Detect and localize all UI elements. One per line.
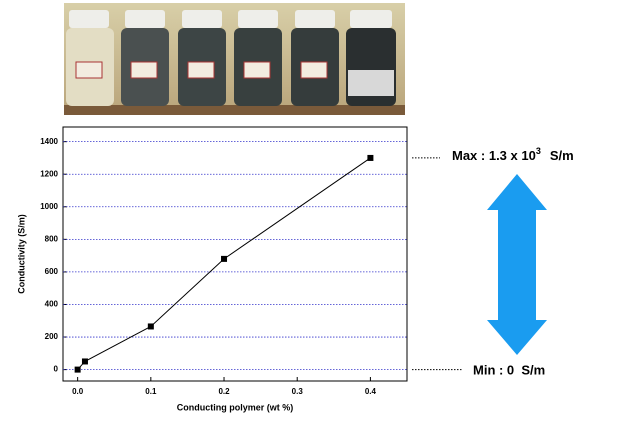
- x-tick-label: 0.3: [292, 387, 304, 396]
- plot-frame: [62, 126, 408, 382]
- y-tick-label: 1000: [40, 202, 58, 211]
- y-tick-label: 800: [45, 234, 59, 243]
- data-point: [367, 154, 374, 161]
- max-text: Max : 1.3 x 10: [452, 148, 536, 163]
- y-tick-label: 0: [54, 365, 59, 374]
- series-line: [77, 157, 371, 370]
- x-tick-label: 0.2: [218, 387, 230, 396]
- min-annotation: Min : 0 S/m: [473, 362, 545, 377]
- x-tick-label: 0.1: [145, 387, 157, 396]
- double-arrow: [487, 174, 547, 355]
- max-exponent: 3: [536, 146, 541, 156]
- y-tick-label: 1200: [40, 169, 58, 178]
- data-point: [221, 255, 228, 262]
- photo: [64, 3, 405, 115]
- y-tick-label: 200: [45, 332, 59, 341]
- y-tick-label: 600: [45, 267, 59, 276]
- y-tick-label: 1400: [40, 137, 58, 146]
- x-axis-label: Conducting polymer (wt %): [177, 402, 294, 412]
- x-tick-label: 0.4: [365, 387, 377, 396]
- max-unit: S/m: [550, 148, 574, 163]
- x-tick-label: 0.0: [72, 387, 84, 396]
- y-axis-label: Conductivity (S/m): [16, 214, 26, 294]
- data-point: [74, 366, 81, 373]
- y-tick-label: 400: [45, 300, 59, 309]
- data-point: [81, 358, 88, 365]
- max-annotation: Max : 1.3 x 103 S/m: [452, 146, 574, 163]
- data-point: [147, 323, 154, 330]
